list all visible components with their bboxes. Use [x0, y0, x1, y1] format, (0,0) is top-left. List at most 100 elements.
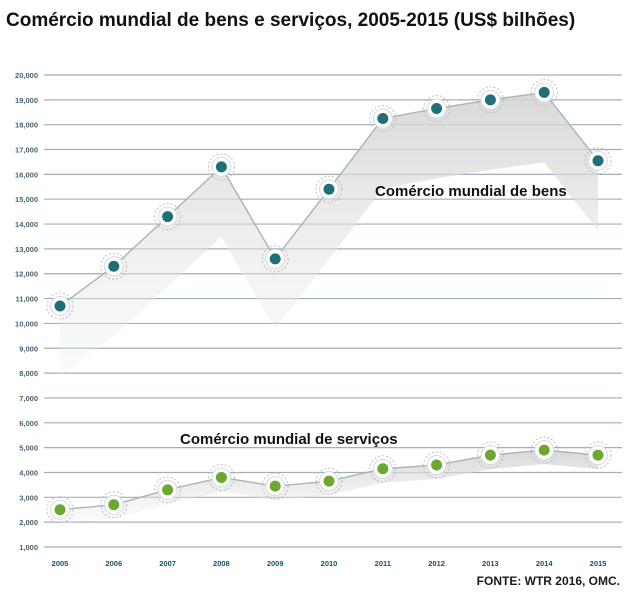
source-note: FONTE: WTR 2016, OMC. [476, 574, 620, 588]
data-point-dot [323, 183, 335, 195]
y-tick-label: 7,000 [19, 394, 38, 403]
data-point-halo [207, 153, 235, 181]
y-tick-label: 18,000 [15, 121, 38, 130]
data-point-halo [154, 476, 182, 504]
data-point [530, 78, 558, 106]
y-tick-label: 15,000 [15, 195, 38, 204]
y-tick-label: 5,000 [19, 444, 38, 453]
x-tick-label: 2009 [267, 559, 284, 568]
x-tick-label: 2013 [482, 559, 499, 568]
data-point-dot [54, 504, 66, 516]
series-labels: Comércio mundial de bens Comércio mundial… [180, 183, 567, 448]
data-point-halo [100, 491, 128, 519]
data-point-halo [584, 147, 612, 175]
data-point-halo [530, 436, 558, 464]
y-tick-label: 12,000 [15, 270, 38, 279]
y-tick-label: 11,000 [15, 295, 38, 304]
series-bens [46, 78, 612, 377]
y-tick-label: 4,000 [19, 468, 38, 477]
data-point [46, 496, 74, 524]
data-point-halo [315, 467, 343, 495]
data-point-dot [162, 211, 174, 223]
y-tick-label: 10,000 [15, 319, 38, 328]
chart-title: Comércio mundial de bens e serviços, 200… [6, 10, 576, 31]
y-tick-label: 9,000 [19, 344, 38, 353]
data-point [261, 245, 289, 273]
data-point [154, 476, 182, 504]
y-tick-label: 3,000 [19, 493, 38, 502]
x-tick-label: 2007 [159, 559, 176, 568]
data-point-halo [46, 496, 74, 524]
y-tick-label: 17,000 [15, 146, 38, 155]
data-point [315, 175, 343, 203]
data-point-halo [369, 104, 397, 132]
data-point-halo [530, 78, 558, 106]
data-point-dot [269, 253, 281, 265]
x-tick-label: 2010 [321, 559, 338, 568]
data-point-halo [100, 252, 128, 280]
y-tick-label: 2,000 [19, 518, 38, 527]
series-group [46, 78, 612, 524]
data-point [154, 203, 182, 231]
data-point-dot [484, 94, 496, 106]
x-tick-label: 2006 [105, 559, 122, 568]
data-point-dot [323, 475, 335, 487]
series-area-shade [60, 92, 598, 377]
data-point-dot [269, 480, 281, 492]
x-tick-label: 2008 [213, 559, 230, 568]
y-tick-label: 14,000 [15, 220, 38, 229]
x-axis-tick-labels: 2005 2006 2007 2008 2009 2010 2011 2012 2013 2014… [52, 559, 607, 568]
data-point [423, 95, 451, 123]
data-point [476, 86, 504, 114]
data-point-dot [108, 260, 120, 272]
data-point-halo [46, 292, 74, 320]
data-point-dot [215, 161, 227, 173]
data-point [100, 491, 128, 519]
y-tick-label: 19,000 [15, 96, 38, 105]
y-tick-label: 8,000 [19, 369, 38, 378]
data-point [584, 147, 612, 175]
data-point-dot [538, 444, 550, 456]
series-label: Comércio mundial de bens [375, 183, 567, 200]
series-servicos [46, 436, 612, 524]
y-tick-label: 20,000 [15, 71, 38, 80]
y-tick-label: 1,000 [19, 543, 38, 552]
y-tick-label: 13,000 [15, 245, 38, 254]
data-point-halo [207, 463, 235, 491]
data-point-halo [423, 95, 451, 123]
x-tick-label: 2011 [375, 559, 391, 568]
data-point-dot [215, 471, 227, 483]
data-point [476, 441, 504, 469]
data-point [369, 104, 397, 132]
x-tick-label: 2014 [536, 559, 554, 568]
data-point-dot [431, 459, 443, 471]
data-point-halo [369, 455, 397, 483]
data-point-dot [538, 86, 550, 98]
data-point-dot [431, 103, 443, 115]
data-point [100, 252, 128, 280]
data-point [423, 451, 451, 479]
data-point-halo [315, 175, 343, 203]
data-point [207, 463, 235, 491]
data-point [369, 455, 397, 483]
series-label: Comércio mundial de serviços [180, 431, 398, 448]
data-point-halo [261, 245, 289, 273]
x-tick-label: 2012 [428, 559, 445, 568]
data-point-halo [476, 441, 504, 469]
data-point [46, 292, 74, 320]
data-point-dot [54, 300, 66, 312]
data-point-dot [377, 463, 389, 475]
x-tick-label: 2005 [52, 559, 69, 568]
x-tick-label: 2015 [590, 559, 607, 568]
y-tick-label: 16,000 [15, 170, 38, 179]
data-point-dot [592, 155, 604, 167]
data-point-halo [584, 441, 612, 469]
data-point [584, 441, 612, 469]
data-point-dot [108, 499, 120, 511]
data-point-dot [484, 449, 496, 461]
data-point-halo [261, 472, 289, 500]
data-point-halo [423, 451, 451, 479]
data-point-halo [476, 86, 504, 114]
data-point [261, 472, 289, 500]
